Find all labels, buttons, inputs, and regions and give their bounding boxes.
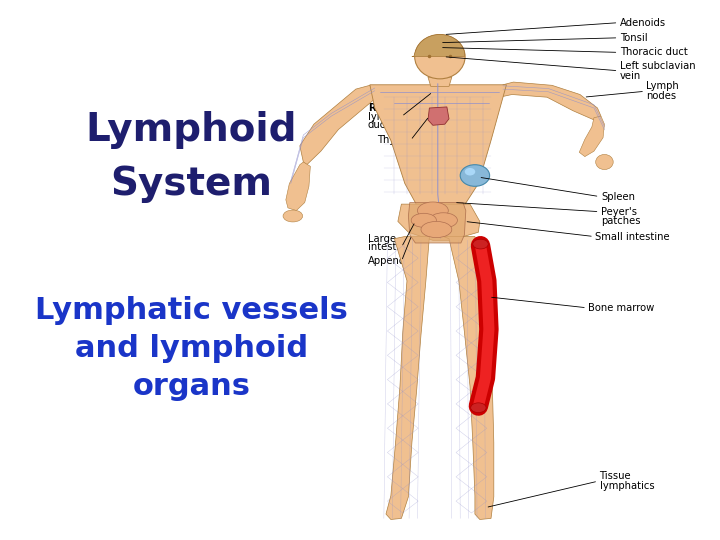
Text: Thoracic duct: Thoracic duct bbox=[620, 48, 688, 57]
Polygon shape bbox=[300, 85, 377, 165]
Polygon shape bbox=[412, 35, 464, 57]
Text: duct: duct bbox=[368, 120, 390, 130]
Text: Tissue: Tissue bbox=[600, 471, 631, 481]
Text: Thymus: Thymus bbox=[377, 136, 416, 145]
Ellipse shape bbox=[411, 213, 436, 227]
Ellipse shape bbox=[460, 165, 490, 186]
Text: and lymphoid: and lymphoid bbox=[75, 334, 308, 363]
Ellipse shape bbox=[464, 168, 475, 176]
Text: Spleen: Spleen bbox=[601, 192, 635, 201]
Polygon shape bbox=[428, 77, 451, 86]
Polygon shape bbox=[286, 162, 310, 211]
Polygon shape bbox=[500, 82, 601, 120]
Ellipse shape bbox=[429, 213, 457, 228]
Text: organs: organs bbox=[132, 372, 251, 401]
Ellipse shape bbox=[471, 403, 486, 413]
Text: Appendix: Appendix bbox=[368, 256, 415, 266]
Text: Tonsil: Tonsil bbox=[620, 33, 647, 43]
Ellipse shape bbox=[595, 154, 613, 170]
Text: Bone marrow: Bone marrow bbox=[588, 303, 654, 313]
Text: lymphatic: lymphatic bbox=[368, 112, 417, 122]
Text: Lymph: Lymph bbox=[647, 82, 679, 91]
Polygon shape bbox=[444, 237, 494, 519]
Ellipse shape bbox=[415, 35, 465, 79]
Text: vein: vein bbox=[620, 71, 641, 80]
Polygon shape bbox=[398, 204, 480, 240]
Text: Small intestine: Small intestine bbox=[595, 232, 670, 241]
Ellipse shape bbox=[418, 202, 449, 219]
Text: Adenoids: Adenoids bbox=[620, 18, 666, 28]
Polygon shape bbox=[408, 202, 466, 243]
Polygon shape bbox=[580, 116, 605, 157]
Text: Peyer's: Peyer's bbox=[601, 207, 637, 217]
Text: nodes: nodes bbox=[647, 91, 677, 101]
Text: System: System bbox=[110, 165, 272, 202]
Text: intestine: intestine bbox=[368, 242, 412, 252]
Polygon shape bbox=[428, 107, 449, 125]
Text: patches: patches bbox=[601, 217, 641, 226]
Polygon shape bbox=[370, 85, 506, 205]
Ellipse shape bbox=[421, 221, 451, 238]
Ellipse shape bbox=[473, 239, 488, 249]
Polygon shape bbox=[386, 237, 429, 519]
Text: Large: Large bbox=[368, 234, 396, 244]
Text: Right: Right bbox=[368, 103, 398, 113]
Text: Left subclavian: Left subclavian bbox=[620, 61, 696, 71]
Text: Lymphoid: Lymphoid bbox=[86, 111, 297, 148]
Text: lymphatics: lymphatics bbox=[600, 481, 654, 491]
Text: Lymphatic vessels: Lymphatic vessels bbox=[35, 296, 348, 325]
Ellipse shape bbox=[283, 210, 302, 222]
